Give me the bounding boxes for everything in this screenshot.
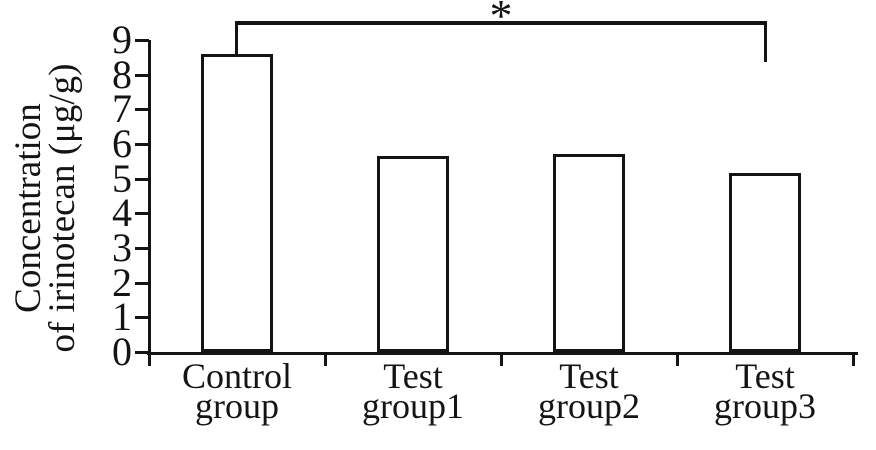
category-label-line: group3 xyxy=(714,386,816,426)
bar-test-group1 xyxy=(377,156,449,352)
x-axis-tick xyxy=(852,355,855,366)
y-axis-tick-label: 2 xyxy=(112,260,132,305)
category-label-line: group xyxy=(195,386,279,426)
y-axis-tick-label: 6 xyxy=(112,121,132,166)
y-axis-tick-label: 3 xyxy=(112,225,132,270)
y-axis-tick xyxy=(135,212,149,215)
y-axis-tick xyxy=(135,39,149,42)
y-axis-tick xyxy=(135,178,149,181)
y-axis-tick xyxy=(135,108,149,111)
y-axis-tick-label: 7 xyxy=(112,86,132,131)
y-axis-line xyxy=(148,40,151,355)
x-axis-tick xyxy=(500,355,503,366)
y-axis-title: Concentration of irinotecan (μg/g) xyxy=(8,0,84,450)
x-axis-tick xyxy=(148,355,151,366)
category-label-line: group1 xyxy=(362,386,464,426)
bar-test-group2 xyxy=(553,154,625,352)
y-axis-title-line1: Concentration xyxy=(8,103,49,313)
y-axis-tick-label: 5 xyxy=(112,156,132,201)
y-axis-tick xyxy=(135,316,149,319)
bar-control-group xyxy=(201,54,273,352)
x-axis-line xyxy=(147,352,858,355)
category-label-line: Test xyxy=(559,356,619,396)
y-axis-tick xyxy=(135,143,149,146)
category-label: Test group1 xyxy=(325,356,501,426)
significance-bracket-top xyxy=(235,21,767,25)
category-label: Control group xyxy=(149,356,325,426)
y-axis-tick-label: 8 xyxy=(112,52,132,97)
x-axis-tick xyxy=(676,355,679,366)
x-axis-tick xyxy=(324,355,327,366)
significance-star: * xyxy=(489,0,513,41)
y-axis-tick-label: 1 xyxy=(112,294,132,339)
category-label-line: Test xyxy=(383,356,443,396)
category-label: Test group3 xyxy=(677,356,853,426)
category-label-line: Control xyxy=(181,356,292,396)
category-label-line: Test xyxy=(735,356,795,396)
y-axis-tick xyxy=(135,74,149,77)
y-axis-tick-label: 9 xyxy=(112,17,132,62)
significance-bracket-right-stub xyxy=(764,21,767,62)
y-axis-tick-label: 4 xyxy=(112,190,132,235)
y-axis-title-line2: of irinotecan (μg/g) xyxy=(42,63,83,353)
bar-test-group3 xyxy=(729,173,801,352)
category-label: Test group2 xyxy=(501,356,677,426)
category-label-line: group2 xyxy=(538,386,640,426)
y-axis-tick xyxy=(135,282,149,285)
y-axis-tick xyxy=(135,351,149,354)
y-axis-tick xyxy=(135,247,149,250)
y-axis-tick-label: 0 xyxy=(112,329,132,374)
significance-bracket-left-stub xyxy=(235,21,238,54)
